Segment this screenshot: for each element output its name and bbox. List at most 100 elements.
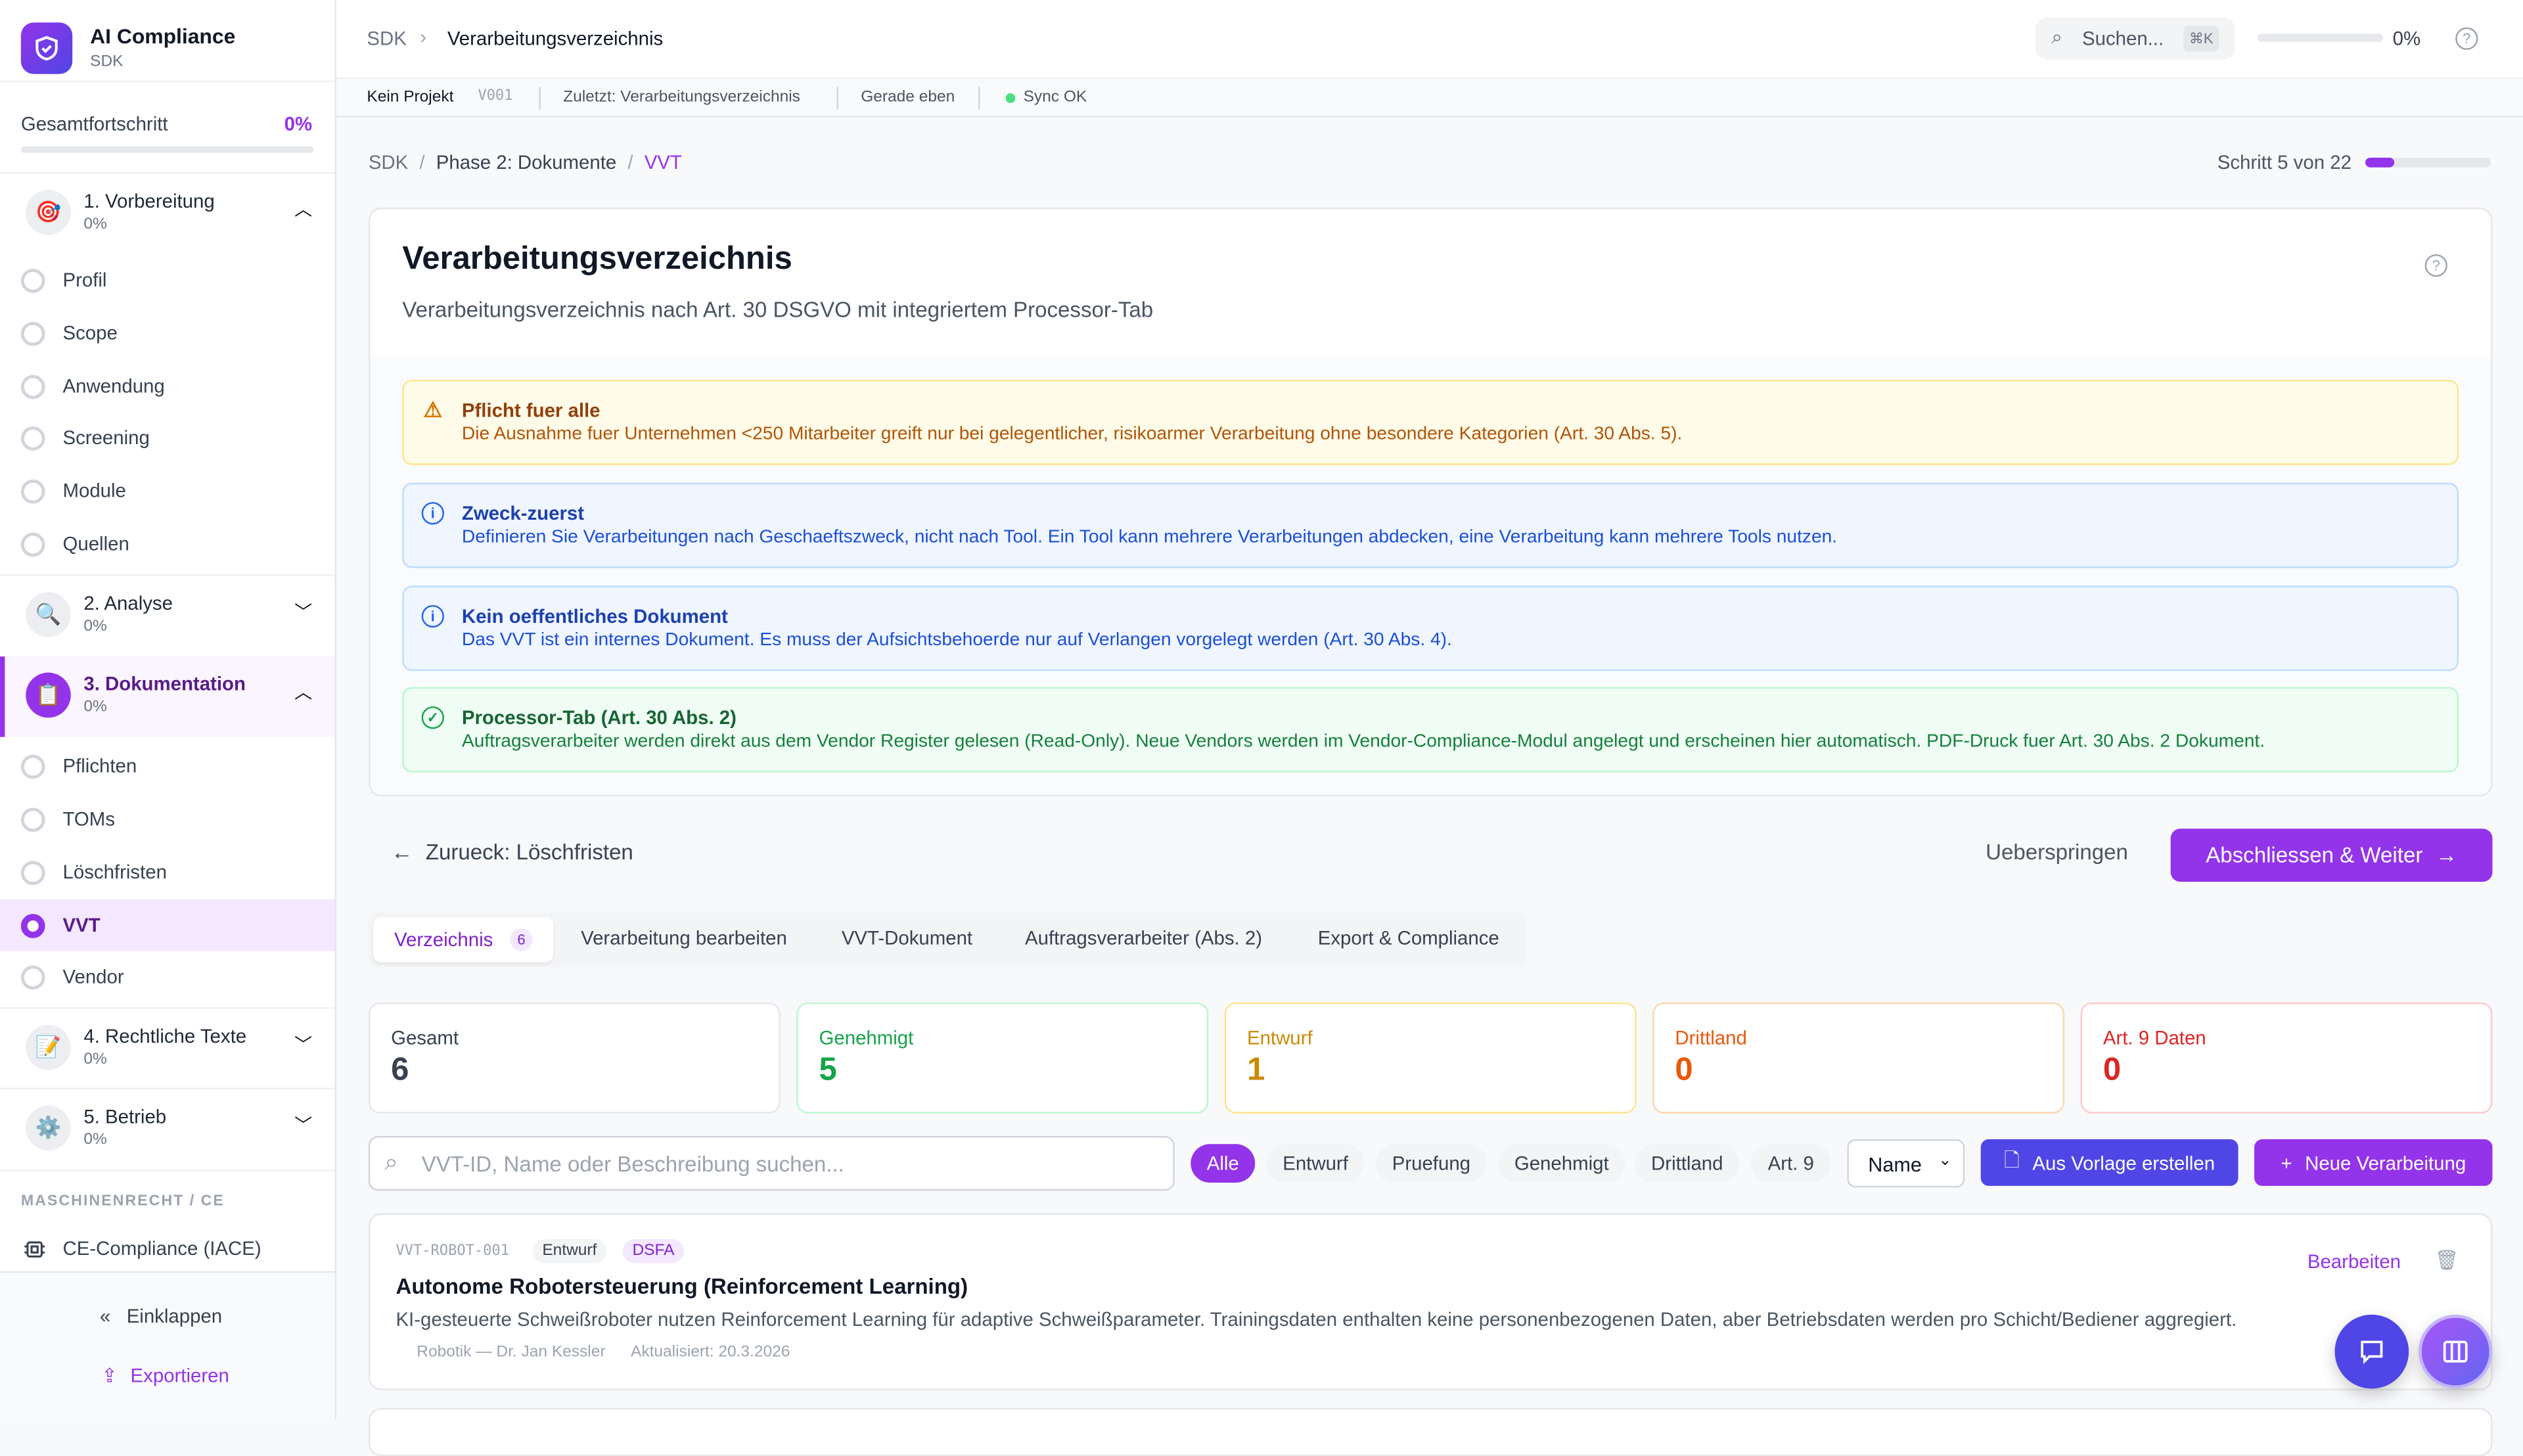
chevron-up-icon: ︿ [294, 201, 313, 221]
arrow-left-icon: ← [391, 840, 413, 865]
skip-button[interactable]: Ueberspringen [1986, 840, 2128, 865]
sidebar-item-vvt[interactable]: VVT [0, 899, 335, 951]
info-icon: i [421, 502, 444, 525]
sidebar-section-rechtliche-texte[interactable]: 📝 4. Rechtliche Texte 0% ﹀ [0, 1009, 334, 1089]
sidebar-item-profil[interactable]: Profil [0, 254, 334, 306]
export-label: Exportieren [130, 1364, 229, 1388]
status-badge: Entwurf [532, 1239, 607, 1263]
back-label: Zurueck: Löschfristen [425, 840, 633, 865]
chevron-down-icon: ﹀ [294, 603, 313, 623]
document-icon: 🗋 [2004, 1149, 2020, 1172]
sidebar-item-scope[interactable]: Scope [0, 307, 334, 359]
project-name[interactable]: Kein Projekt [367, 88, 454, 106]
sidebar-item-vendor[interactable]: Vendor [0, 951, 334, 1002]
check-circle-icon: ✓ [421, 706, 444, 729]
section-progress: 0% [83, 618, 107, 636]
gear-icon: ⚙️ [26, 1105, 71, 1151]
header-progress-value: 0% [2392, 27, 2421, 50]
brand-sub: SDK [90, 53, 124, 71]
complete-next-button[interactable]: Abschliessen & Weiter → [2170, 829, 2493, 882]
export-button[interactable]: ⇪ Exportieren [101, 1365, 229, 1387]
last-visited: Zuletzt: Verarbeitungsverzeichnis [563, 88, 800, 106]
item-label: Quellen [62, 532, 129, 555]
breadcrumb: SDK / Phase 2: Dokumente / VVT [368, 151, 682, 174]
collapse-button[interactable]: « Einklappen [100, 1305, 222, 1327]
filter-chip-entwurf[interactable]: Entwurf [1266, 1144, 1365, 1183]
panel-toggle-button[interactable] [2418, 1314, 2493, 1389]
chevron-down-icon: ﹀ [294, 1116, 313, 1136]
breadcrumb-root[interactable]: SDK [368, 151, 409, 174]
item-label: Profil [62, 268, 107, 292]
item-label: Vendor [62, 965, 124, 988]
sidebar-section-analyse[interactable]: 🔍 2. Analyse 0% ﹀ [0, 576, 334, 656]
record-card[interactable]: VVT-ROBOT-001 Entwurf DSFA Autonome Robo… [368, 1213, 2493, 1390]
columns-icon [2443, 1340, 2468, 1363]
chip-icon [24, 1241, 45, 1258]
tab-verarbeitung-bearbeiten[interactable]: Verarbeitung bearbeiten [581, 926, 787, 949]
filter-chip-drittland[interactable]: Drittland [1635, 1144, 1740, 1183]
shortcut-badge: ⌘K [2183, 26, 2219, 52]
sync-status-dot-icon [1005, 93, 1016, 103]
section-progress: 0% [83, 1131, 107, 1149]
sidebar-item-loeschfristen[interactable]: Löschfristen [0, 846, 334, 898]
sidebar-item-module[interactable]: Module [0, 465, 334, 516]
filter-chip-art9[interactable]: Art. 9 [1750, 1144, 1831, 1183]
filter-chip-genehmigt[interactable]: Genehmigt [1498, 1144, 1625, 1183]
sidebar-item-screening[interactable]: Screening [0, 412, 334, 463]
section-title: 1. Vorbereitung [83, 189, 215, 213]
item-label: Anwendung [62, 375, 165, 398]
stat-card-art9: Art. 9 Daten 0 [2080, 1002, 2493, 1114]
trash-icon[interactable]: 🗑 [2434, 1248, 2459, 1271]
button-label: Neue Verarbeitung [2305, 1151, 2466, 1174]
record-title[interactable]: Autonome Robotersteuerung (Reinforcement… [396, 1274, 968, 1299]
tab-verzeichnis[interactable]: Verzeichnis 6 [373, 917, 554, 963]
button-label: Aus Vorlage erstellen [2032, 1151, 2216, 1174]
page-help-icon[interactable]: ? [2424, 254, 2447, 277]
alert-title: Kein oeffentliches Dokument [461, 604, 728, 628]
global-search[interactable]: ⌕ Suchen... ⌘K [2035, 17, 2235, 60]
dsfa-badge: DSFA [622, 1239, 685, 1263]
stat-card-entwurf: Entwurf 1 [1224, 1002, 1637, 1114]
tab-export-compliance[interactable]: Export & Compliance [1317, 926, 1499, 949]
stat-value: 6 [391, 1052, 409, 1088]
back-button[interactable]: ← Zurueck: Löschfristen [391, 840, 633, 864]
sidebar-item-ce-compliance[interactable]: CE-Compliance (IACE) [0, 1226, 334, 1271]
help-icon[interactable]: ? [2455, 27, 2478, 50]
sidebar-item-quellen[interactable]: Quellen [0, 518, 334, 570]
step-progress-bar [2365, 158, 2491, 168]
upload-icon: ⇪ [101, 1364, 118, 1388]
filter-chip-alle[interactable]: Alle [1191, 1144, 1256, 1183]
sidebar-item-anwendung[interactable]: Anwendung [0, 361, 334, 412]
step-status-icon [20, 532, 45, 557]
edit-button[interactable]: Bearbeiten [2307, 1250, 2401, 1273]
memo-icon: 📝 [26, 1025, 71, 1070]
tab-vvt-dokument[interactable]: VVT-Dokument [841, 926, 973, 949]
alert-body: Die Ausnahme fuer Unternehmen <250 Mitar… [461, 424, 1683, 444]
stat-value: 1 [1246, 1052, 1265, 1088]
item-label: Screening [62, 426, 150, 449]
filter-chip-pruefung[interactable]: Pruefung [1375, 1144, 1487, 1183]
breadcrumb-phase[interactable]: Phase 2: Dokumente [436, 151, 617, 174]
step-counter: Schritt 5 von 22 [2217, 151, 2352, 174]
sidebar-section-dokumentation[interactable]: 📋 3. Dokumentation 0% ︿ [0, 656, 335, 737]
new-processing-button[interactable]: + Neue Verarbeitung [2254, 1139, 2493, 1186]
plus-icon: + [2281, 1151, 2292, 1174]
tab-auftragsverarbeiter[interactable]: Auftragsverarbeiter (Abs. 2) [1025, 926, 1263, 949]
header-crumb-root[interactable]: SDK [367, 27, 407, 50]
sidebar-section-vorbereitung[interactable]: 🎯 1. Vorbereitung 0% ︿ [0, 173, 334, 254]
record-updated: Aktualisiert: 20.3.2026 [631, 1343, 790, 1361]
sidebar-item-toms[interactable]: TOMs [0, 793, 334, 844]
record-search-input[interactable]: ⌕ VVT-ID, Name oder Beschreibung suchen.… [368, 1135, 1175, 1191]
chat-button[interactable] [2334, 1314, 2409, 1389]
sort-select[interactable]: Name ⌄ [1847, 1139, 1965, 1188]
chevron-down-icon: ⌄ [1938, 1152, 1952, 1170]
create-from-template-button[interactable]: 🗋 Aus Vorlage erstellen [1980, 1139, 2239, 1186]
sidebar-footer: « Einklappen ⇪ Exportieren [0, 1271, 335, 1420]
record-card[interactable] [368, 1407, 2493, 1456]
sidebar-section-betrieb[interactable]: ⚙️ 5. Betrieb 0% ﹀ [0, 1089, 334, 1170]
chevron-down-icon: ﹀ [294, 1036, 313, 1056]
alert-info: i Kein oeffentliches Dokument Das VVT is… [402, 585, 2459, 671]
item-label: VVT [62, 914, 101, 937]
sidebar-item-pflichten[interactable]: Pflichten [0, 740, 334, 792]
stat-label: Genehmigt [819, 1026, 914, 1049]
